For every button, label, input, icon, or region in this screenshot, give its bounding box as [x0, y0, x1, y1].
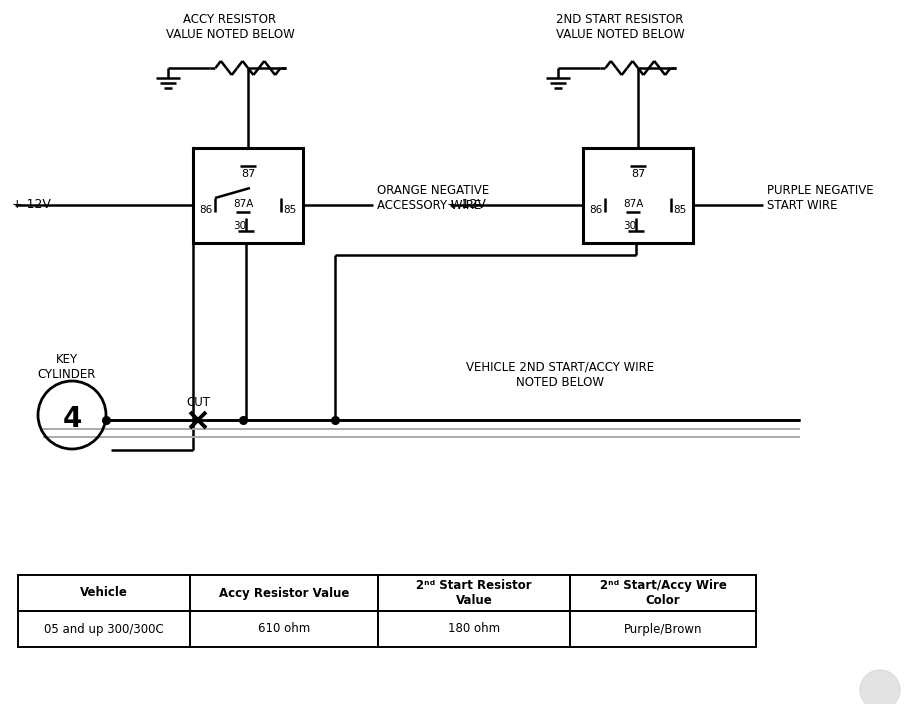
- Text: ACCY RESISTOR
VALUE NOTED BELOW: ACCY RESISTOR VALUE NOTED BELOW: [166, 13, 294, 41]
- Text: CUT: CUT: [186, 396, 210, 410]
- Bar: [570, 611, 756, 647]
- Text: Vehicle: Vehicle: [80, 586, 128, 600]
- Text: 87A: 87A: [623, 199, 643, 209]
- Text: 86: 86: [590, 205, 602, 215]
- Text: KEY
CYLINDER: KEY CYLINDER: [38, 353, 96, 381]
- Bar: [190, 575, 378, 611]
- Text: PURPLE NEGATIVE
START WIRE: PURPLE NEGATIVE START WIRE: [767, 184, 874, 212]
- Text: 2ⁿᵈ Start/Accy Wire
Color: 2ⁿᵈ Start/Accy Wire Color: [600, 579, 726, 607]
- Text: + 12V: + 12V: [12, 199, 50, 211]
- Text: Purple/Brown: Purple/Brown: [624, 622, 702, 636]
- Text: 87A: 87A: [233, 199, 253, 209]
- Text: ORANGE NEGATIVE
ACCESSORY WIRE: ORANGE NEGATIVE ACCESSORY WIRE: [377, 184, 490, 212]
- Text: 05 and up 300/300C: 05 and up 300/300C: [44, 622, 164, 636]
- Text: 4: 4: [62, 405, 82, 433]
- Bar: [190, 611, 378, 647]
- Bar: [18, 611, 190, 647]
- Text: 30: 30: [624, 221, 636, 231]
- Bar: [378, 575, 570, 611]
- Text: 85: 85: [283, 205, 296, 215]
- Bar: [583, 148, 693, 243]
- Circle shape: [860, 670, 900, 704]
- Text: 87: 87: [241, 169, 255, 179]
- Bar: [18, 575, 190, 611]
- Text: 85: 85: [673, 205, 687, 215]
- Text: 2ND START RESISTOR
VALUE NOTED BELOW: 2ND START RESISTOR VALUE NOTED BELOW: [556, 13, 684, 41]
- Bar: [193, 148, 303, 243]
- Text: 30: 30: [234, 221, 247, 231]
- Text: VEHICLE 2ND START/ACCY WIRE
NOTED BELOW: VEHICLE 2ND START/ACCY WIRE NOTED BELOW: [466, 361, 654, 389]
- Text: 86: 86: [199, 205, 213, 215]
- Text: 610 ohm: 610 ohm: [258, 622, 310, 636]
- Text: Accy Resistor Value: Accy Resistor Value: [219, 586, 349, 600]
- Text: 2ⁿᵈ Start Resistor
Value: 2ⁿᵈ Start Resistor Value: [416, 579, 532, 607]
- Text: 180 ohm: 180 ohm: [447, 622, 500, 636]
- Bar: [570, 575, 756, 611]
- Text: + 12V: + 12V: [447, 199, 486, 211]
- Text: 87: 87: [631, 169, 646, 179]
- Bar: [378, 611, 570, 647]
